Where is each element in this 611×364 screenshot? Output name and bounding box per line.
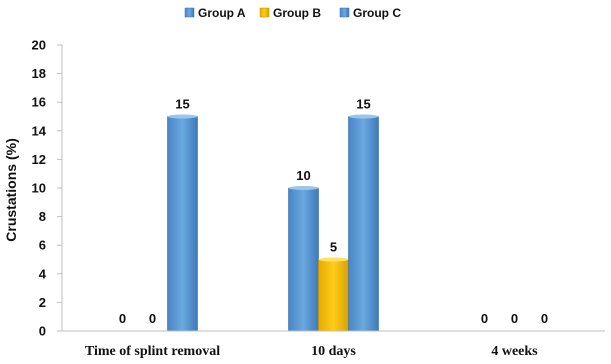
x-tick-label: 4 weeks <box>491 344 538 359</box>
legend-swatch <box>184 7 195 18</box>
data-label: 0 <box>149 311 156 326</box>
y-axis-title: Crustations (%) <box>3 138 19 241</box>
data-label: 0 <box>119 311 126 326</box>
bar-group-c <box>348 116 379 332</box>
y-axis: 0 2 4 6 8 10 12 14 16 18 20 <box>32 38 63 339</box>
legend-item-group-a: Group A <box>184 6 246 20</box>
y-tick-label: 14 <box>32 123 47 138</box>
legend: Group A Group B Group C <box>184 6 401 20</box>
y-tick-label: 12 <box>32 152 46 167</box>
x-tick-label: 10 days <box>311 344 356 359</box>
y-tick-label: 20 <box>32 38 46 53</box>
legend-item-group-c: Group C <box>339 6 401 20</box>
data-label: 15 <box>175 97 189 112</box>
y-tick-label: 6 <box>39 238 46 253</box>
y-tick-label: 18 <box>32 66 46 81</box>
bar-top <box>348 114 379 119</box>
y-tick-label: 16 <box>32 95 46 110</box>
bar-top <box>318 257 349 262</box>
legend-swatch <box>339 7 350 18</box>
bars: 0 0 15 10 5 15 0 0 0 <box>119 97 548 332</box>
y-tick-label: 0 <box>39 324 46 339</box>
legend-label: Group B <box>273 6 321 20</box>
y-tick-label: 4 <box>39 266 47 281</box>
bar-group-c <box>167 116 198 332</box>
bar-group-b <box>318 259 349 332</box>
y-tick-label: 2 <box>39 295 46 310</box>
data-label: 15 <box>356 97 370 112</box>
data-label: 0 <box>541 311 548 326</box>
legend-label: Group C <box>353 6 401 20</box>
bar-top <box>288 186 319 190</box>
bar-top <box>167 114 198 119</box>
x-axis: Time of splint removal 10 days 4 weeks <box>62 330 605 359</box>
legend-item-group-b: Group B <box>259 6 321 20</box>
data-label: 5 <box>330 240 337 255</box>
data-label: 10 <box>296 168 310 183</box>
data-label: 0 <box>481 311 488 326</box>
y-tick-label: 10 <box>32 181 46 196</box>
data-label: 0 <box>511 311 518 326</box>
x-tick-label: Time of splint removal <box>85 344 220 359</box>
legend-swatch <box>259 7 270 18</box>
bar-group-a <box>288 187 319 332</box>
legend-label: Group A <box>198 6 246 20</box>
y-tick-label: 8 <box>39 209 46 224</box>
